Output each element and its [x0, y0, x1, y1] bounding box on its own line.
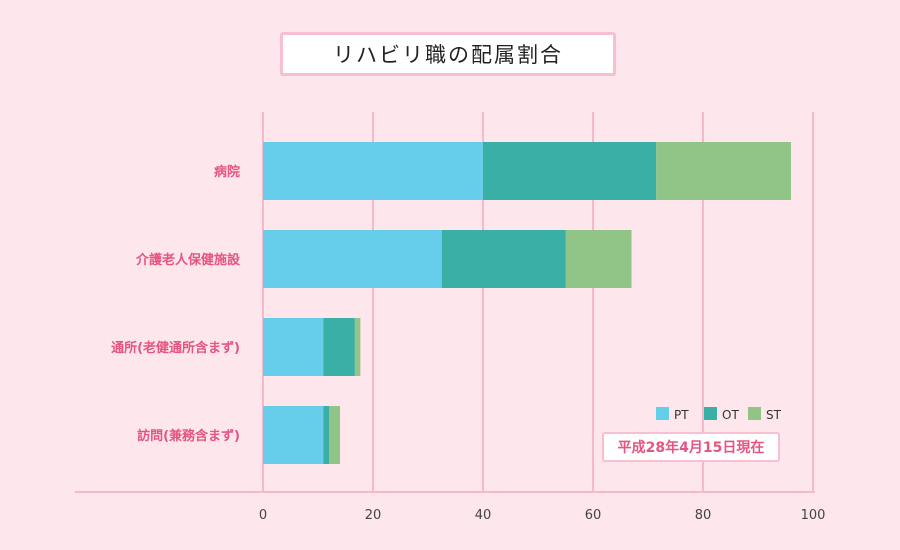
legend-label: PT — [674, 408, 689, 422]
category-label: 通所(老健通所含まず) — [111, 340, 240, 356]
bar-segment-pt — [263, 230, 442, 288]
bar-segment-st — [329, 406, 340, 464]
legend: PT OT ST — [656, 407, 782, 422]
bar-segment-pt — [263, 318, 324, 376]
bar-segment-pt — [263, 406, 324, 464]
bar-segment-ot — [323, 406, 329, 464]
bar-segment-ot — [441, 230, 566, 288]
bar-segment-ot — [483, 142, 657, 200]
date-note: 平成28年4月15日現在 — [602, 432, 780, 462]
legend-swatch-st — [748, 407, 761, 420]
category-label: 訪問(兼務含まず) — [137, 428, 240, 444]
legend-label: OT — [722, 408, 739, 422]
chart-title: リハビリ職の配属割合 — [280, 32, 616, 76]
category-label: 病院 — [214, 164, 240, 180]
legend-swatch-ot — [704, 407, 717, 420]
legend-swatch-pt — [656, 407, 669, 420]
category-label: 介護老人保健施設 — [135, 252, 241, 268]
x-tick-label: 20 — [365, 508, 382, 523]
bar-segment-st — [656, 142, 791, 200]
bar-segment-pt — [263, 142, 483, 200]
x-tick-label: 60 — [585, 508, 602, 523]
x-tick-label: 80 — [695, 508, 712, 523]
bar-segment-st — [565, 230, 632, 288]
x-tick-label: 0 — [259, 508, 267, 523]
bar-segment-ot — [323, 318, 355, 376]
bar-segment-st — [354, 318, 361, 376]
bar-layer — [263, 142, 791, 464]
legend-label: ST — [766, 408, 782, 422]
x-tick-label: 40 — [475, 508, 492, 523]
x-tick-label: 100 — [801, 508, 826, 523]
